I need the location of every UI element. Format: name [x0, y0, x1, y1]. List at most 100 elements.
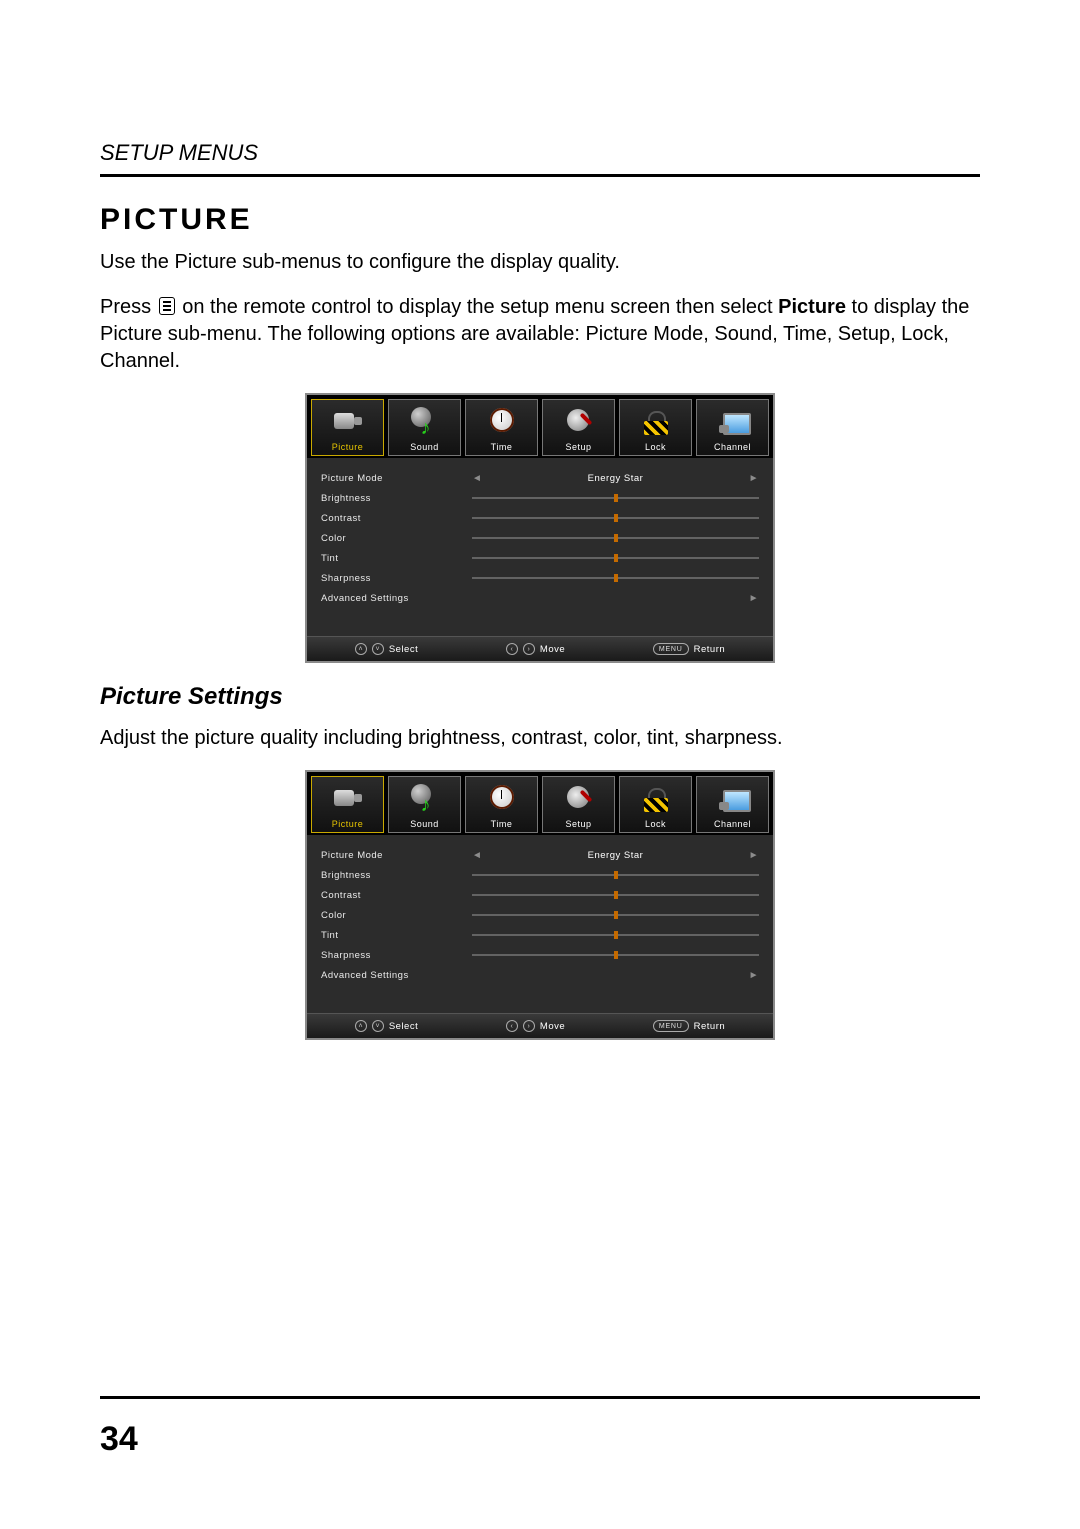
time-icon	[466, 777, 537, 819]
menu-label: Tint	[321, 553, 466, 564]
chevron-right-icon[interactable]: ►	[749, 473, 759, 484]
slider-thumb[interactable]	[614, 951, 618, 959]
menu-row-contrast[interactable]: Contrast	[321, 508, 759, 528]
osd-tab-channel[interactable]: Channel	[696, 776, 769, 833]
left-icon: ‹	[506, 643, 518, 655]
osd-tab-lock[interactable]: Lock	[619, 399, 692, 456]
osd-figure-1: PictureSoundTimeSetupLockChannelPicture …	[100, 393, 980, 663]
osd-tab-picture[interactable]: Picture	[311, 399, 384, 456]
header-rule	[100, 174, 980, 177]
slider-thumb[interactable]	[614, 891, 618, 899]
osd-tab-setup[interactable]: Setup	[542, 399, 615, 456]
osd-tab-time[interactable]: Time	[465, 776, 538, 833]
slider-color[interactable]	[472, 911, 759, 919]
slider-sharpness[interactable]	[472, 574, 759, 582]
menu-label: Contrast	[321, 890, 466, 901]
chevron-left-icon[interactable]: ◄	[472, 473, 482, 484]
subtitle: Picture Settings	[100, 683, 980, 711]
menu-label: Advanced Settings	[321, 970, 466, 981]
slider-brightness[interactable]	[472, 494, 759, 502]
slider-thumb[interactable]	[614, 514, 618, 522]
slider-tint[interactable]	[472, 931, 759, 939]
menu-label: Tint	[321, 930, 466, 941]
chevron-right-icon[interactable]: ►	[749, 970, 759, 981]
slider-sharpness[interactable]	[472, 951, 759, 959]
osd-tab-time[interactable]: Time	[465, 399, 538, 456]
osd-tab-setup[interactable]: Setup	[542, 776, 615, 833]
slider-brightness[interactable]	[472, 871, 759, 879]
slider-thumb[interactable]	[614, 574, 618, 582]
osd-tab-sound[interactable]: Sound	[388, 399, 461, 456]
menu-row-sharpness[interactable]: Sharpness	[321, 568, 759, 588]
press-bold: Picture	[778, 296, 846, 318]
menu-row-sharpness[interactable]: Sharpness	[321, 945, 759, 965]
menu-row-brightness[interactable]: Brightness	[321, 865, 759, 885]
sub-body-text: Adjust the picture quality including bri…	[100, 725, 980, 752]
footer-return: MENUReturn	[653, 1020, 725, 1032]
osd-tab-label: Lock	[620, 819, 691, 829]
channel-icon	[697, 777, 768, 819]
osd-footer: ˄˅Select‹›MoveMENUReturn	[307, 636, 773, 661]
osd-menu-body: Picture Mode◄Energy Star►BrightnessContr…	[307, 835, 773, 1013]
osd-menu-body: Picture Mode ◄ Energy Star ► Brightness Contr…	[307, 458, 773, 636]
page-number: 34	[100, 1420, 138, 1459]
menu-row-picture-mode[interactable]: Picture Mode◄Energy Star►	[321, 845, 759, 865]
slider-color[interactable]	[472, 534, 759, 542]
slider-wrap	[472, 871, 759, 879]
footer-move: ‹›Move	[506, 643, 565, 655]
slider-thumb[interactable]	[614, 534, 618, 542]
menu-row-contrast[interactable]: Contrast	[321, 885, 759, 905]
right-icon: ›	[523, 1020, 535, 1032]
osd-tab-channel[interactable]: Channel	[696, 399, 769, 456]
osd-tab-label: Setup	[543, 442, 614, 452]
menu-row-color[interactable]: Color	[321, 528, 759, 548]
slider-contrast[interactable]	[472, 514, 759, 522]
footer-select-label: Select	[389, 644, 418, 655]
setup-icon	[543, 400, 614, 442]
menu-row-advanced[interactable]: Advanced Settings ►	[321, 588, 759, 608]
slider-wrap	[472, 574, 759, 582]
osd-tab-label: Picture	[312, 442, 383, 452]
menu-row-tint[interactable]: Tint	[321, 548, 759, 568]
slider-tint[interactable]	[472, 554, 759, 562]
osd-panel: PictureSoundTimeSetupLockChannelPicture …	[305, 770, 775, 1040]
chevron-right-icon[interactable]: ►	[749, 593, 759, 604]
menu-value: ►	[472, 970, 759, 981]
osd-tab-label: Channel	[697, 819, 768, 829]
slider-wrap	[472, 554, 759, 562]
picture-mode-value: Energy Star	[490, 850, 740, 861]
slider-wrap	[472, 951, 759, 959]
osd-tab-label: Channel	[697, 442, 768, 452]
menu-label: Brightness	[321, 493, 466, 504]
osd-tab-lock[interactable]: Lock	[619, 776, 692, 833]
menu-label: Advanced Settings	[321, 593, 466, 604]
menu-row-picture-mode[interactable]: Picture Mode ◄ Energy Star ►	[321, 468, 759, 488]
down-icon: ˅	[372, 643, 384, 655]
osd-tab-sound[interactable]: Sound	[388, 776, 461, 833]
menu-row-color[interactable]: Color	[321, 905, 759, 925]
osd-footer: ˄˅Select‹›MoveMENUReturn	[307, 1013, 773, 1038]
osd-tab-row: Picture SoundTime Setup Lock Channel	[307, 395, 773, 458]
slider-thumb[interactable]	[614, 911, 618, 919]
slider-thumb[interactable]	[614, 494, 618, 502]
slider-thumb[interactable]	[614, 871, 618, 879]
osd-figure-2: PictureSoundTimeSetupLockChannelPicture …	[100, 770, 980, 1040]
picture-mode-value: Energy Star	[490, 473, 740, 484]
menu-label: Picture Mode	[321, 473, 466, 484]
page-title: PICTURE	[100, 203, 980, 237]
lock-icon	[620, 400, 691, 442]
footer-return: MENUReturn	[653, 643, 725, 655]
slider-wrap	[472, 911, 759, 919]
menu-row-tint[interactable]: Tint	[321, 925, 759, 945]
menu-row-brightness[interactable]: Brightness	[321, 488, 759, 508]
slider-thumb[interactable]	[614, 554, 618, 562]
menu-row-advanced[interactable]: Advanced Settings ►	[321, 965, 759, 985]
slider-contrast[interactable]	[472, 891, 759, 899]
osd-tab-picture[interactable]: Picture	[311, 776, 384, 833]
slider-thumb[interactable]	[614, 931, 618, 939]
slider-wrap	[472, 494, 759, 502]
chevron-right-icon[interactable]: ►	[749, 850, 759, 861]
channel-icon	[697, 400, 768, 442]
chevron-left-icon[interactable]: ◄	[472, 850, 482, 861]
press-post: on the remote control to display the set…	[182, 296, 778, 318]
